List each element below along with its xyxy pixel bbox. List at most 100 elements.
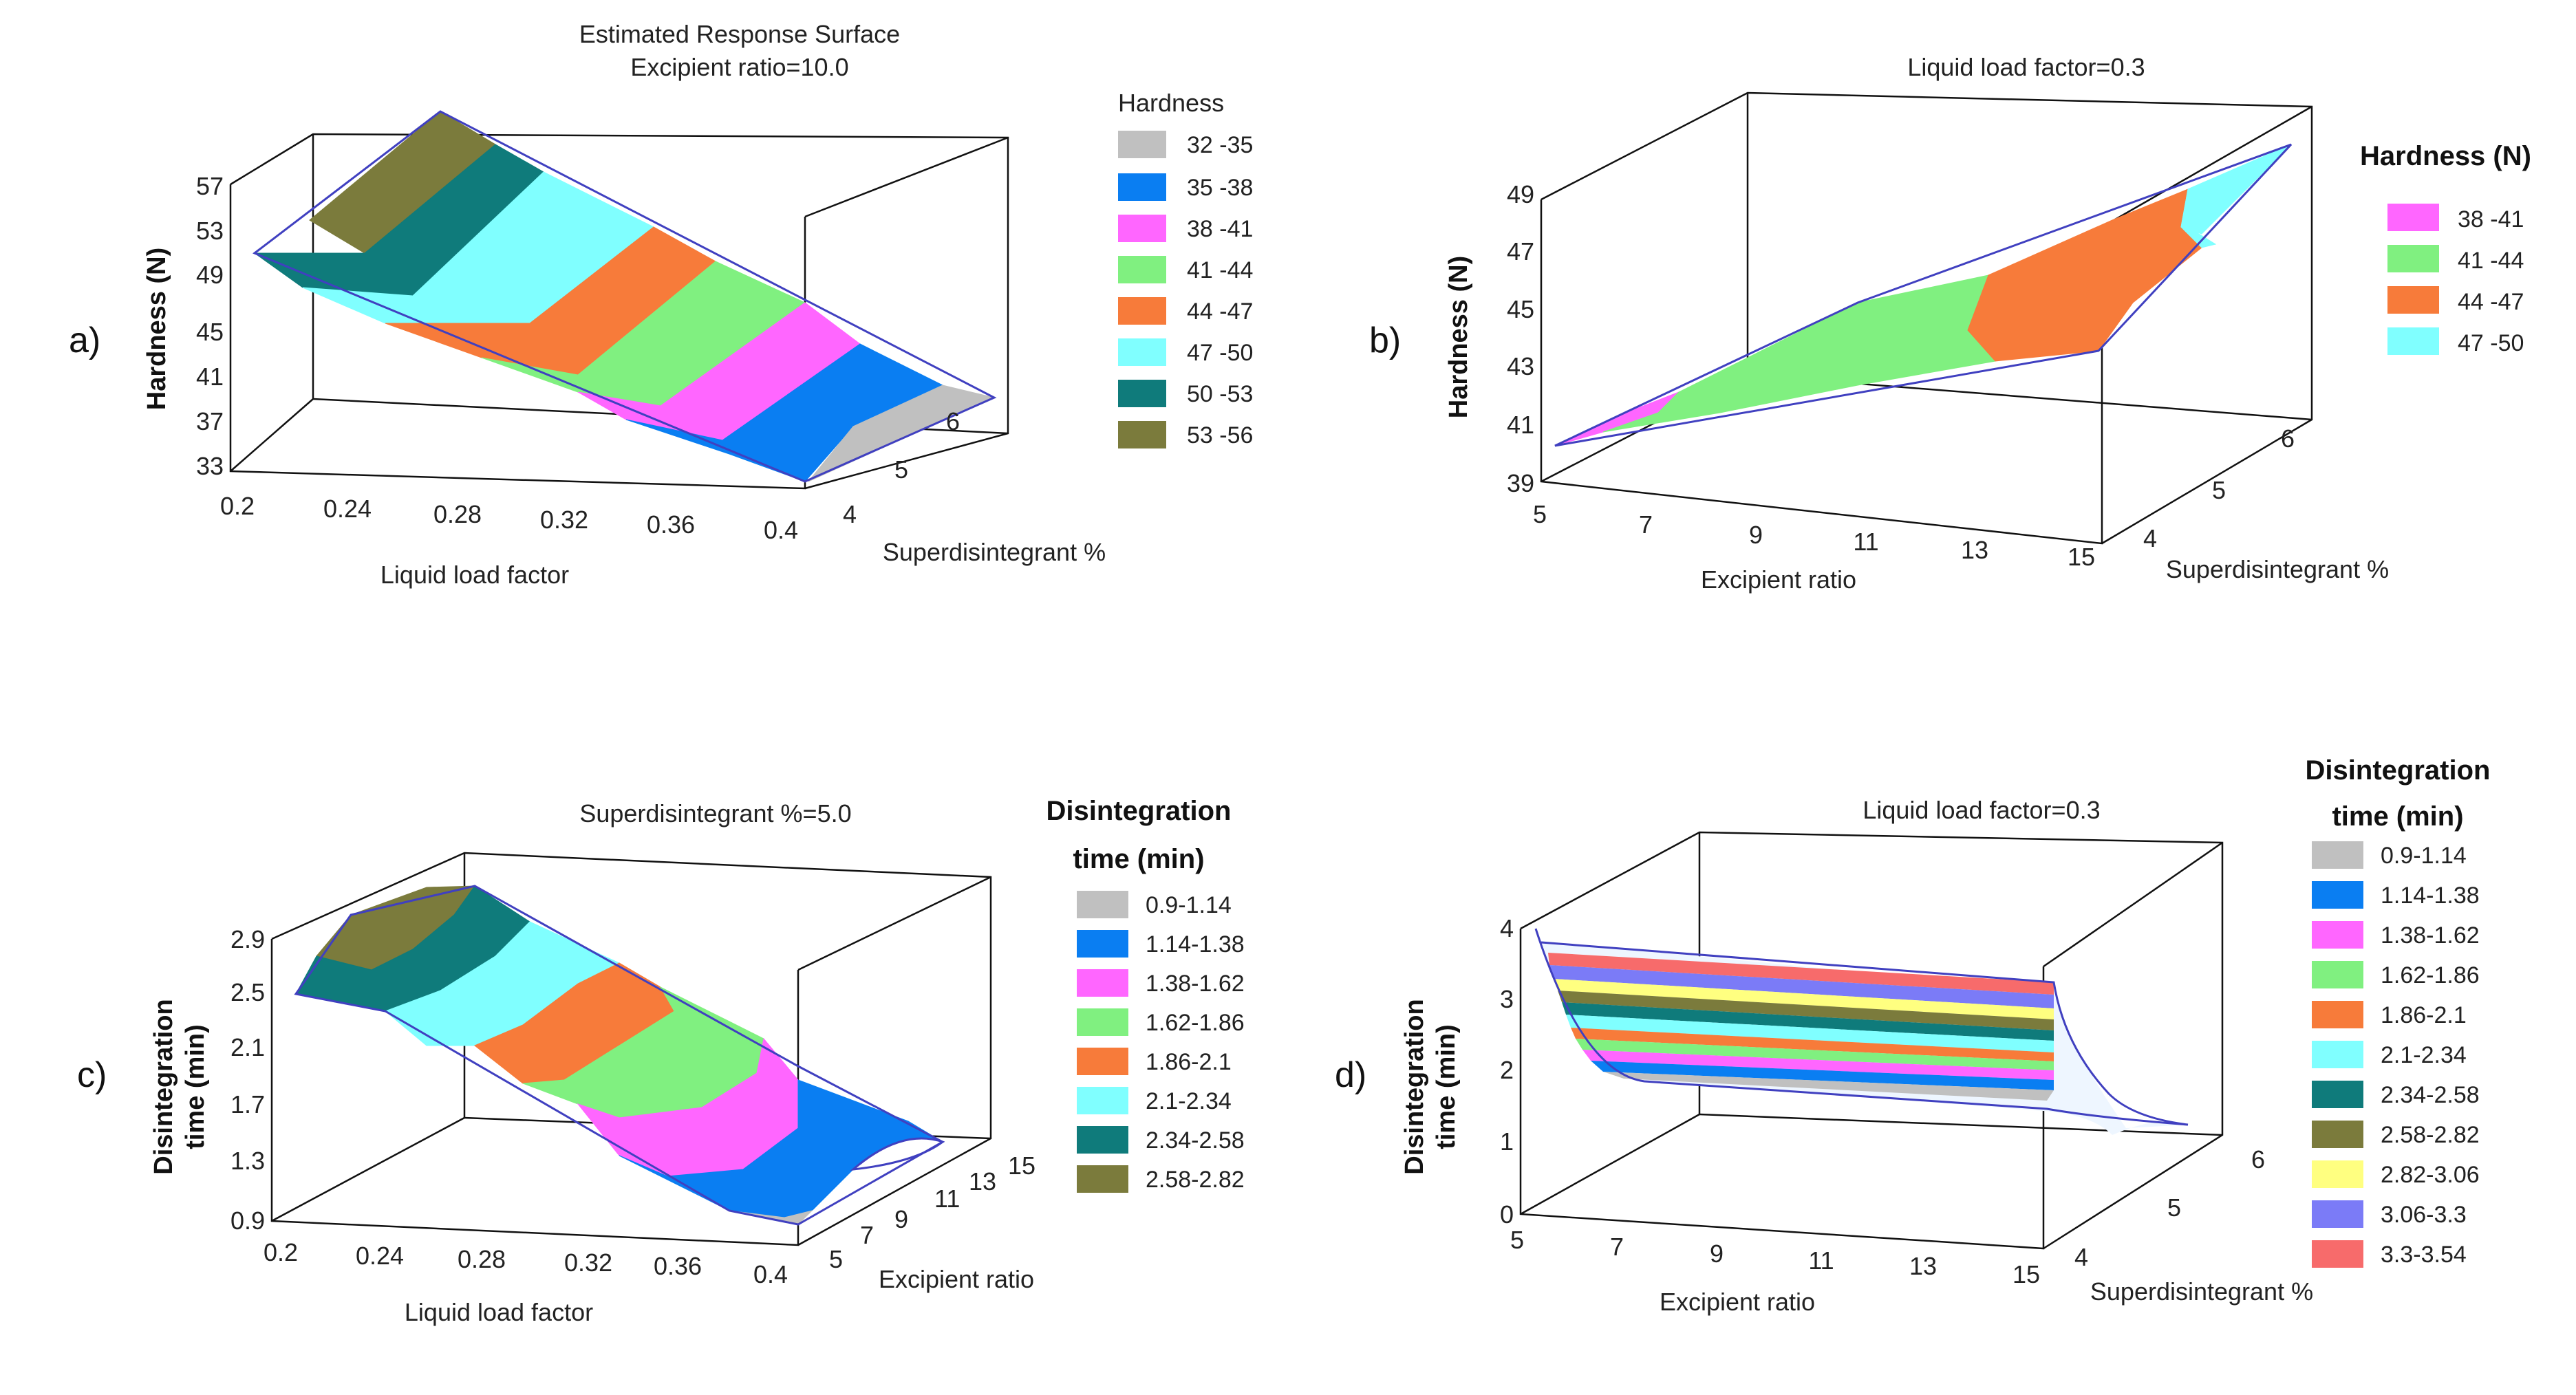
panel-label-c: c) bbox=[77, 1055, 107, 1095]
x-tick-c-2: 0.28 bbox=[458, 1245, 506, 1273]
legend-d: Disintegration time (min) 0.9-1.14 1.14-… bbox=[2306, 755, 2491, 1268]
svg-text:2.1-2.34: 2.1-2.34 bbox=[1146, 1088, 1232, 1114]
panel-a: a) Estimated Response Surface Excipient … bbox=[69, 20, 1253, 589]
x-tick-b-2: 9 bbox=[1749, 521, 1763, 549]
z-tick-d-2: 2 bbox=[1500, 1056, 1514, 1084]
panel-b: b) Liquid load factor=0.3 39 41 43 45 47… bbox=[1369, 53, 2531, 594]
legend-c: Disintegration time (min) 0.9-1.14 1.14-… bbox=[1046, 796, 1245, 1193]
z-ticks-c: 0.9 1.3 1.7 2.1 2.5 2.9 bbox=[230, 925, 265, 1235]
x-tick-c-3: 0.32 bbox=[564, 1248, 612, 1277]
svg-text:53 -56: 53 -56 bbox=[1187, 422, 1253, 448]
z-ticks-b: 39 41 43 45 47 49 bbox=[1507, 180, 1534, 497]
legend-item-a-5: 47 -50 bbox=[1118, 338, 1253, 366]
z-label-d: Disintegration time (min) bbox=[1400, 999, 1461, 1174]
surface-outline-b bbox=[1554, 143, 2293, 447]
z-tick-d-3: 3 bbox=[1500, 985, 1514, 1013]
svg-text:1.38-1.62: 1.38-1.62 bbox=[2381, 922, 2480, 949]
legend-item-d-8: 2.82-3.06 bbox=[2312, 1160, 2480, 1188]
z-tick-d-4: 4 bbox=[1500, 914, 1514, 942]
subtitle-d: Liquid load factor=0.3 bbox=[1863, 796, 2100, 824]
band-d-3.3-3.54 bbox=[1548, 953, 2054, 995]
svg-text:1.62-1.86: 1.62-1.86 bbox=[1146, 1010, 1245, 1036]
legend-item-b-0: 38 -41 bbox=[2387, 204, 2524, 232]
legend-item-c-6: 2.34-2.58 bbox=[1077, 1126, 1245, 1154]
svg-text:1.62-1.86: 1.62-1.86 bbox=[2381, 962, 2480, 988]
svg-text:0.9-1.14: 0.9-1.14 bbox=[1146, 892, 1232, 918]
legend-item-a-6: 50 -53 bbox=[1118, 380, 1253, 407]
surface-c bbox=[294, 885, 945, 1226]
x-tick-c-0: 0.2 bbox=[264, 1238, 298, 1266]
legend-title-c-line2: time (min) bbox=[1073, 844, 1204, 874]
svg-text:44 -47: 44 -47 bbox=[2458, 289, 2524, 315]
z-tick-a-3: 45 bbox=[196, 318, 224, 346]
svg-text:time (min): time (min) bbox=[1432, 1024, 1461, 1149]
legend-item-d-0: 0.9-1.14 bbox=[2312, 841, 2467, 869]
y-ticks-d: 4 5 6 bbox=[2074, 1145, 2265, 1271]
legend-b: Hardness (N) 38 -41 41 -44 44 -47 47 -50 bbox=[2360, 141, 2531, 356]
z-tick-b-3: 45 bbox=[1507, 295, 1534, 323]
y-label-d: Superdisintegrant % bbox=[2090, 1277, 2313, 1306]
z-tick-b-4: 47 bbox=[1507, 237, 1534, 266]
legend-item-c-5: 2.1-2.34 bbox=[1077, 1087, 1232, 1114]
band-b-44-47 bbox=[1967, 188, 2202, 362]
legend-item-d-3: 1.62-1.86 bbox=[2312, 961, 2480, 988]
svg-text:2.58-2.82: 2.58-2.82 bbox=[1146, 1167, 1245, 1193]
x-tick-b-5: 15 bbox=[2068, 543, 2095, 571]
panel-label-b: b) bbox=[1369, 321, 1401, 360]
band-d-3.06-3.3 bbox=[1549, 965, 2054, 1008]
x-tick-a-2: 0.28 bbox=[433, 500, 482, 528]
legend-item-d-1: 1.14-1.38 bbox=[2312, 881, 2480, 909]
legend-item-d-6: 2.34-2.58 bbox=[2312, 1081, 2480, 1108]
surface-outline-d bbox=[1534, 928, 2189, 1126]
x-tick-b-4: 13 bbox=[1961, 536, 1988, 564]
y-tick-c-5: 15 bbox=[1008, 1151, 1035, 1180]
legend-item-a-2: 38 -41 bbox=[1118, 215, 1253, 242]
svg-text:Disintegration: Disintegration bbox=[1400, 999, 1429, 1174]
svg-text:2.1-2.34: 2.1-2.34 bbox=[2381, 1042, 2467, 1068]
svg-text:2.34-2.58: 2.34-2.58 bbox=[2381, 1082, 2480, 1108]
legend-item-c-0: 0.9-1.14 bbox=[1077, 891, 1232, 918]
legend-item-a-0: 32 -35 bbox=[1118, 131, 1253, 158]
legend-title-d-line2: time (min) bbox=[2332, 801, 2463, 832]
z-tick-b-1: 41 bbox=[1507, 411, 1534, 439]
legend-item-c-1: 1.14-1.38 bbox=[1077, 930, 1245, 958]
z-tick-b-0: 39 bbox=[1507, 469, 1534, 497]
z-tick-c-5: 2.9 bbox=[230, 925, 265, 953]
y-tick-d-0: 4 bbox=[2074, 1243, 2088, 1271]
legend-item-a-7: 53 -56 bbox=[1118, 421, 1253, 448]
panel-d: d) Liquid load factor=0.3 bbox=[1335, 755, 2490, 1316]
legend-item-d-2: 1.38-1.62 bbox=[2312, 921, 2480, 949]
panel-label-d: d) bbox=[1335, 1055, 1366, 1095]
svg-text:32 -35: 32 -35 bbox=[1187, 132, 1253, 158]
z-tick-a-1: 37 bbox=[196, 407, 224, 435]
legend-title-d-line1: Disintegration bbox=[2306, 755, 2491, 786]
x-label-b: Excipient ratio bbox=[1701, 565, 1856, 594]
y-tick-c-0: 5 bbox=[829, 1245, 843, 1273]
svg-text:1.14-1.38: 1.14-1.38 bbox=[1146, 931, 1245, 958]
legend-item-c-2: 1.38-1.62 bbox=[1077, 969, 1245, 997]
x-tick-c-1: 0.24 bbox=[356, 1242, 404, 1270]
legend-item-c-4: 1.86-2.1 bbox=[1077, 1048, 1232, 1075]
legend-item-d-5: 2.1-2.34 bbox=[2312, 1041, 2467, 1068]
z-tick-a-4: 49 bbox=[196, 261, 224, 289]
band-b-41-44 bbox=[1602, 274, 1996, 433]
x-tick-a-3: 0.32 bbox=[540, 506, 588, 534]
y-tick-c-4: 13 bbox=[969, 1167, 996, 1196]
svg-text:41 -44: 41 -44 bbox=[1187, 257, 1253, 283]
panel-label-a: a) bbox=[69, 321, 100, 360]
z-tick-b-2: 43 bbox=[1507, 352, 1534, 380]
x-tick-c-4: 0.36 bbox=[654, 1252, 702, 1280]
legend-title-a: Hardness bbox=[1118, 89, 1224, 117]
x-label-d: Excipient ratio bbox=[1660, 1288, 1815, 1316]
subtitle-c: Superdisintegrant %=5.0 bbox=[579, 799, 851, 828]
x-ticks-b: 5 7 9 11 13 15 bbox=[1533, 500, 2095, 571]
svg-text:0.9-1.14: 0.9-1.14 bbox=[2381, 843, 2467, 869]
legend-item-b-3: 47 -50 bbox=[2387, 327, 2524, 356]
x-tick-b-1: 7 bbox=[1639, 510, 1653, 539]
x-tick-d-4: 13 bbox=[1909, 1252, 1937, 1280]
legend-item-c-7: 2.58-2.82 bbox=[1077, 1165, 1245, 1193]
x-tick-a-4: 0.36 bbox=[647, 510, 695, 539]
box-d bbox=[1519, 831, 2224, 1250]
y-tick-c-2: 9 bbox=[894, 1205, 908, 1233]
